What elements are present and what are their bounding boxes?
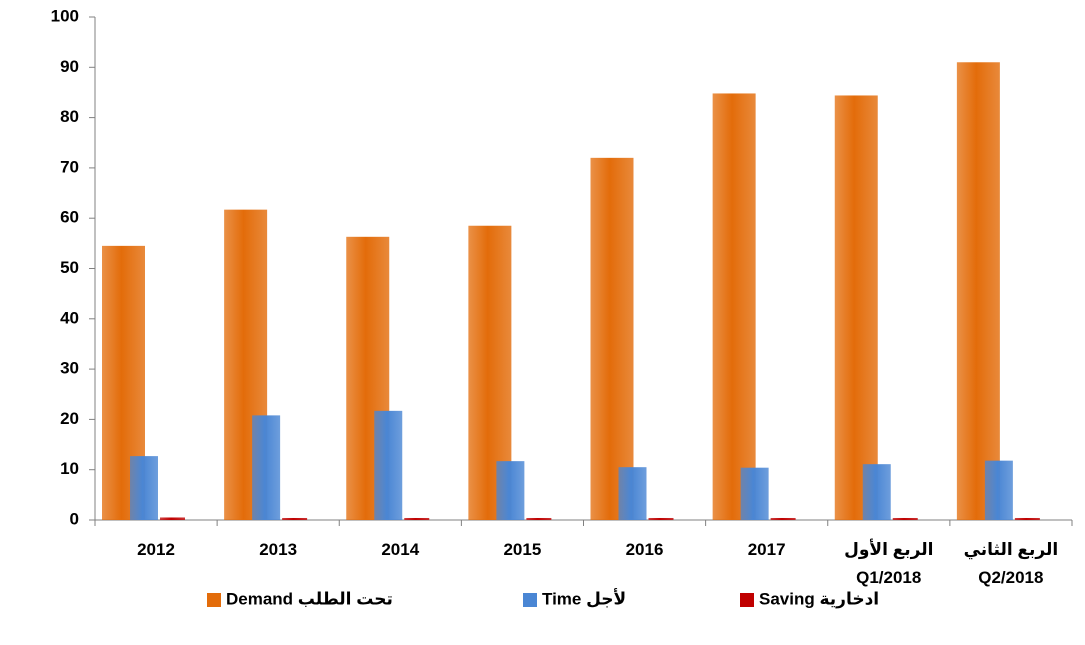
bar: [892, 517, 918, 520]
y-tick-label: 100: [51, 6, 79, 25]
bar: [252, 415, 281, 520]
bar: [984, 460, 1013, 520]
x-tick-label: 2014: [381, 540, 420, 559]
bar: [648, 517, 674, 520]
y-tick-label: 40: [60, 308, 79, 327]
bar: [712, 93, 756, 521]
y-tick-label: 70: [60, 157, 79, 176]
x-tick-label: 2012: [137, 540, 175, 559]
x-tick-label: 2015: [503, 540, 542, 559]
x-tick-label: الربع الثاني Q2/2018: [963, 540, 1059, 587]
bar: [160, 517, 185, 520]
x-tick-label: 2013: [259, 540, 298, 559]
y-tick-label: 50: [60, 258, 79, 277]
y-tick-label: 20: [60, 409, 79, 428]
bar: [282, 517, 308, 520]
x-tick-label: الربع الأول Q1/2018: [844, 540, 934, 587]
bar: [956, 62, 1000, 521]
bar: [526, 517, 552, 520]
bar: [590, 157, 634, 520]
y-tick-label: 90: [60, 57, 79, 76]
y-tick-label: 60: [60, 208, 79, 227]
legend-swatch: [523, 593, 537, 607]
bar: [618, 467, 647, 520]
bar: [130, 456, 158, 520]
bar: [1014, 517, 1040, 520]
x-tick-label: 2017: [747, 540, 786, 559]
legend-label: ادخارية Saving: [759, 589, 879, 608]
bar: [740, 467, 769, 520]
legend-label: تحت الطلب Demand: [226, 589, 393, 608]
bar: [374, 410, 403, 520]
legend-label: لأجل Time: [542, 588, 626, 608]
bar: [770, 517, 796, 520]
y-tick-label: 0: [70, 509, 79, 528]
bar: [496, 461, 525, 520]
y-tick-label: 10: [60, 459, 79, 478]
legend-swatch: [740, 593, 754, 607]
x-tick-label: 2016: [625, 540, 664, 559]
y-tick-label: 30: [60, 359, 79, 378]
bar: [404, 517, 430, 520]
bar: [862, 464, 891, 520]
legend-swatch: [207, 593, 221, 607]
bar: [834, 95, 878, 520]
y-tick-label: 80: [60, 107, 79, 126]
